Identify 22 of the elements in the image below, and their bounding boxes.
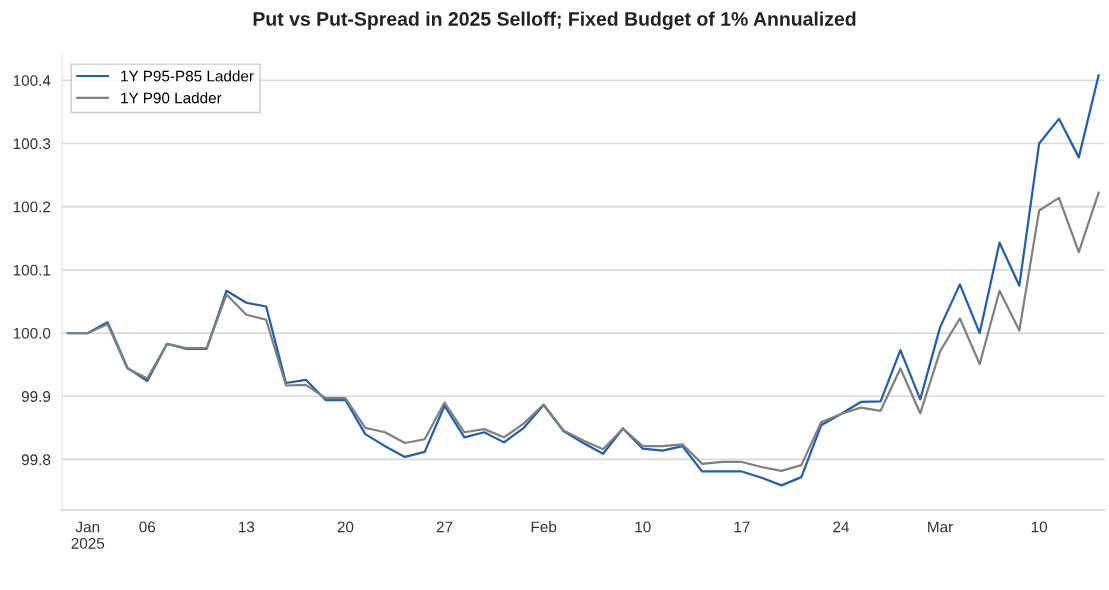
- y-tick-label: 100.1: [13, 264, 51, 276]
- x-tick-label: 27: [436, 521, 453, 533]
- x-tick-label: 06: [139, 521, 156, 533]
- y-tick-label: 100.4: [13, 75, 51, 86]
- x-tick-label: Mar: [928, 521, 953, 533]
- y-tick-label: 100.3: [13, 138, 51, 150]
- line-series: [66, 191, 1100, 472]
- x-tick-label: 10: [635, 521, 651, 533]
- x-tick-label: 24: [833, 521, 849, 533]
- x-tick-label: 20: [337, 521, 354, 533]
- x-tick-label: Feb: [531, 521, 557, 533]
- y-tick-label: 100.0: [13, 327, 51, 339]
- x-tick-label: 10: [1031, 521, 1048, 533]
- x-tick-label: 13: [239, 521, 255, 533]
- legend-label: 1Y P95-P85 Ladder: [121, 70, 254, 82]
- y-tick-label: 100.2: [13, 201, 51, 213]
- y-tick-label: 99.8: [21, 454, 51, 466]
- legend-label: 1Y P90 Ladder: [121, 92, 222, 104]
- x-tick-label: 17: [734, 521, 750, 533]
- y-tick-label: 99.9: [21, 391, 51, 402]
- chart-title: Put vs Put-Spread in 2025 Selloff; Fixed Budget of 1% Annualized: [253, 11, 856, 30]
- x-tick-label: Jan 2025: [71, 521, 105, 549]
